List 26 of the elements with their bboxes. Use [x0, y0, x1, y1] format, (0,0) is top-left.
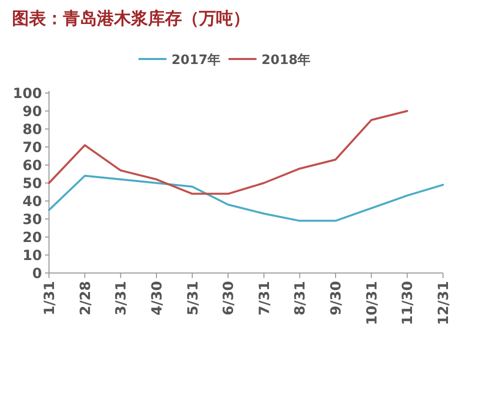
chart-title: 图表：青岛港木浆库存（万吨）: [12, 9, 250, 29]
x-tick-label: 6/30: [221, 280, 238, 316]
x-tick-label: 2/28: [78, 281, 94, 316]
legend-label: 2018年: [262, 53, 311, 68]
legend-label: 2017年: [172, 53, 221, 68]
y-tick-label: 40: [22, 194, 42, 210]
x-tick-label: 11/30: [400, 280, 416, 326]
y-tick-label: 70: [22, 140, 42, 156]
x-tick-label: 4/30: [149, 280, 166, 316]
y-tick-label: 30: [22, 212, 42, 228]
x-tick-label: 1/31: [42, 281, 58, 316]
y-tick-label: 10: [22, 248, 42, 264]
y-tick-label: 100: [12, 86, 42, 102]
x-tick-label: 10/31: [364, 281, 380, 326]
y-tick-label: 80: [22, 122, 42, 138]
y-tick-label: 90: [22, 104, 42, 120]
y-tick-label: 20: [22, 230, 42, 246]
y-tick-label: 0: [32, 266, 42, 282]
x-tick-label: 3/31: [114, 281, 130, 316]
x-tick-label: 5/31: [185, 281, 202, 316]
x-tick-label: 8/31: [292, 281, 309, 316]
x-tick-label: 7/31: [256, 281, 273, 316]
y-tick-label: 50: [22, 176, 42, 192]
x-tick-label: 12/31: [436, 281, 452, 326]
x-tick-label: 9/30: [328, 280, 345, 316]
y-tick-label: 60: [22, 158, 42, 174]
